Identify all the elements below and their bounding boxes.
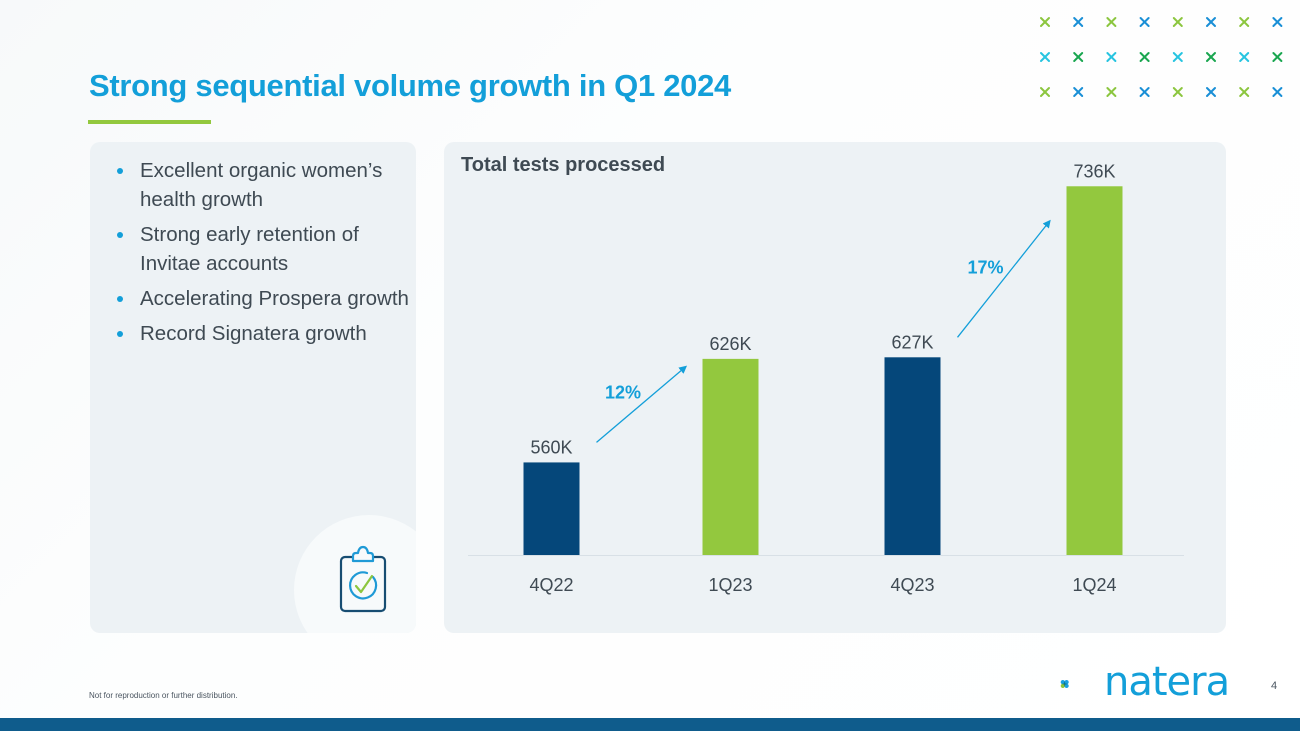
footer-disclaimer: Not for reproduction or further distribu…	[89, 691, 238, 700]
bullet-dot-icon	[117, 331, 123, 337]
x-mark-icon	[1139, 52, 1150, 62]
x-mark-icon	[1106, 87, 1117, 97]
bar-4q23	[884, 357, 941, 555]
x-mark-icon	[1272, 87, 1283, 97]
data-label: 560K	[530, 437, 572, 457]
title-underline	[88, 120, 211, 124]
bar-4q22	[523, 462, 580, 555]
x-mark-icon	[1040, 87, 1050, 97]
chart-panel: Total tests processed 560K 4Q22 626K 1Q23 62…	[444, 142, 1226, 633]
bar-1q24	[1066, 186, 1123, 555]
slide-title: Strong sequential volume growth in Q1 20…	[89, 68, 731, 103]
x-mark-icon	[1239, 17, 1250, 27]
x-mark-icon	[1073, 87, 1084, 97]
brand-name: natera	[1104, 659, 1230, 705]
x-mark-icon	[1106, 52, 1117, 62]
growth-percent-label: 17%	[967, 257, 1003, 277]
x-mark-icon	[1073, 52, 1084, 62]
page-number: 4	[1271, 680, 1278, 692]
footer-band	[0, 718, 1300, 731]
x-mark-icon	[1073, 17, 1084, 27]
x-mark-icon	[1172, 17, 1183, 27]
x-mark-icon	[1239, 52, 1250, 62]
x-mark-icon	[1272, 52, 1283, 62]
x-mark-icon	[1139, 17, 1150, 27]
x-mark-icon	[1172, 87, 1183, 97]
x-mark-icon	[1040, 52, 1050, 62]
natera-logo-icon	[1060, 680, 1069, 688]
data-label: 627K	[891, 332, 933, 352]
highlights-panel: Excellent organic women’s health growth …	[90, 142, 416, 633]
x-mark-icon	[1239, 87, 1250, 97]
bullet-dot-icon	[117, 168, 123, 174]
data-label: 736K	[1073, 161, 1115, 181]
clipboard-check-icon	[339, 545, 387, 613]
growth-percent-label: 12%	[605, 383, 641, 403]
x-tick-label: 1Q23	[708, 575, 752, 595]
bullet-dot-icon	[117, 232, 123, 238]
x-mark-icon	[1206, 52, 1216, 62]
bar-1q23	[702, 358, 759, 555]
highlight-item: Accelerating Prospera growth	[116, 284, 416, 313]
x-mark-icon	[1106, 17, 1117, 27]
x-mark-icon	[1272, 17, 1283, 27]
x-tick-label: 4Q22	[529, 575, 573, 595]
growth-arrow	[596, 365, 688, 443]
growth-arrow	[956, 219, 1051, 338]
highlight-item: Excellent organic women’s health growth	[116, 156, 416, 214]
highlights-list: Excellent organic women’s health growth …	[116, 156, 416, 354]
bullet-dot-icon	[117, 296, 123, 302]
x-mark-icon	[1172, 52, 1183, 62]
x-mark-icon	[1139, 87, 1150, 97]
chart-title: Total tests processed	[461, 154, 666, 176]
highlight-item: Record Signatera growth	[116, 319, 416, 348]
highlight-item: Strong early retention of Invitae accoun…	[116, 220, 416, 278]
x-mark-icon	[1206, 17, 1216, 27]
x-mark-icon	[1206, 87, 1216, 97]
data-label: 626K	[709, 334, 751, 354]
x-mark-icon	[1040, 17, 1050, 27]
x-tick-label: 1Q24	[1072, 575, 1116, 595]
decorative-x-pattern	[1040, 17, 1283, 97]
x-tick-label: 4Q23	[890, 575, 934, 595]
bar-chart: 560K 4Q22 626K 1Q23 627K 4Q23 736K 1Q24 12% 17%	[468, 161, 1184, 595]
